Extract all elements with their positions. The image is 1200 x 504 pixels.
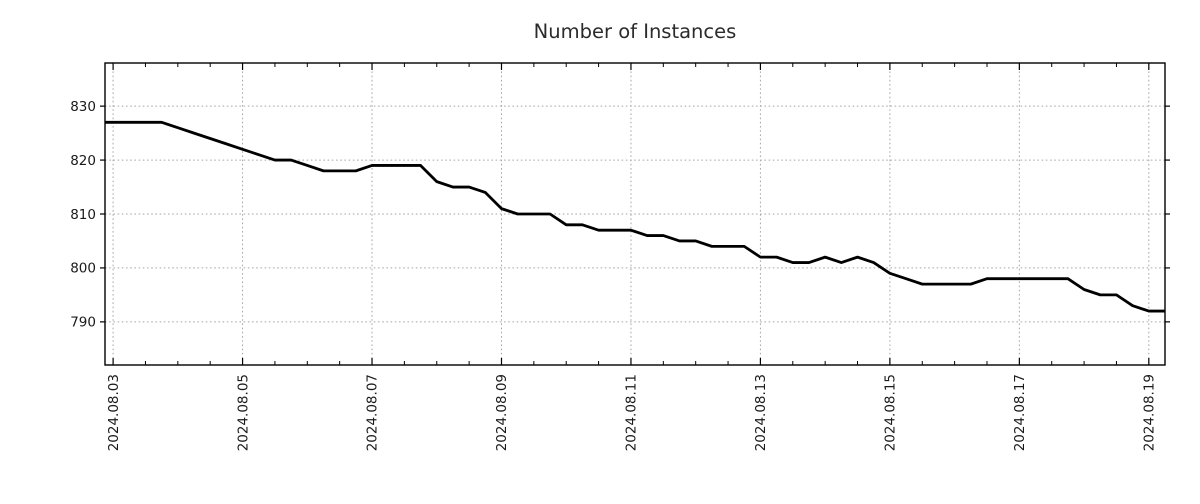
y-tick-label: 800 [70, 261, 96, 277]
y-tick-label: 810 [70, 207, 96, 223]
plot-area: 790 800 810 820 830 2024.08.03 2024.08.05 2024.… [70, 62, 1170, 451]
y-tick-label: 820 [70, 153, 96, 169]
x-tick-label: 2024.08.11 [624, 374, 640, 451]
x-tick-label: 2024.08.17 [1012, 374, 1028, 451]
y-tick-label: 790 [70, 315, 96, 331]
x-tick-label: 2024.08.19 [1142, 374, 1158, 451]
chart-title: Number of Instances [534, 20, 737, 43]
y-tick-label: 830 [70, 99, 96, 115]
series-line [105, 120, 1165, 313]
x-tick-label: 2024.08.13 [753, 374, 769, 451]
x-tick-label: 2024.08.09 [494, 374, 510, 451]
x-tick-label: 2024.08.15 [883, 374, 899, 451]
x-tick-label: 2024.08.05 [235, 374, 251, 451]
x-tick-label: 2024.08.07 [365, 374, 381, 451]
x-tick-label: 2024.08.03 [106, 374, 122, 451]
